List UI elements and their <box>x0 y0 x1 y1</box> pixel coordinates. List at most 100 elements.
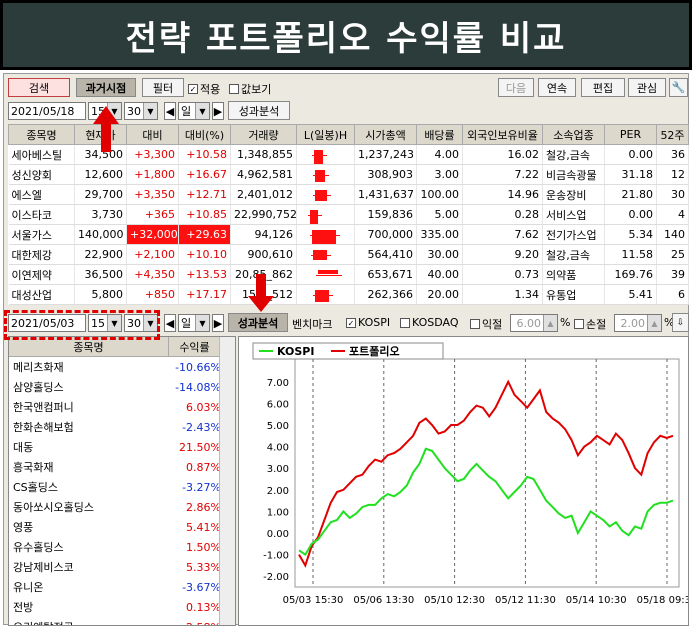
cell-price: 36,500 <box>74 264 127 285</box>
candle-cell <box>296 164 355 185</box>
list-item-return: 6.03% <box>186 400 221 414</box>
list-item[interactable]: 강남제비스코 5.33% <box>9 557 235 577</box>
prev-period-button[interactable]: ◀ <box>164 102 176 120</box>
search-button[interactable]: 검색 <box>8 78 70 97</box>
candle-bar <box>300 186 351 204</box>
list-item[interactable]: 한화손해보험 -2.43% <box>9 417 235 437</box>
kospi-checkbox[interactable]: ✓ KOSPI <box>346 316 390 329</box>
column-header[interactable]: 종목명 <box>8 124 75 145</box>
cell-ind: 서비스업 <box>542 204 605 225</box>
candle-bar <box>300 146 351 164</box>
table-row[interactable]: 대한제강 22,900 +2,100 +10.10 900,610 564,410 30.0… <box>8 244 689 265</box>
interest-button[interactable]: 관심 <box>628 78 666 97</box>
options-icon[interactable]: ⇩ <box>672 313 689 332</box>
cell-per: 31.18 <box>604 164 657 185</box>
y-tick-label: 4.00 <box>267 443 289 454</box>
upper-minute-select[interactable]: 30 ▼ <box>124 102 158 120</box>
x-tick-label: 05/06 13:30 <box>353 595 414 606</box>
table-row[interactable]: 서울가스 140,000 +32,000 +29.63 94,126 700,000 335… <box>8 224 689 245</box>
stop-loss-checkbox[interactable]: 손절 <box>574 316 606 332</box>
cell-cap: 653,671 <box>354 264 417 285</box>
cell-pct: +29.63 <box>178 224 231 245</box>
lower-hour-select[interactable]: 15 ▼ <box>88 314 122 332</box>
stop-loss-input[interactable]: 2.00 ▲ <box>614 314 662 332</box>
continuous-button[interactable]: 연속 <box>538 78 576 97</box>
lower-analyze-button[interactable]: 성과분석 <box>228 313 288 332</box>
percent-label-1: % <box>560 316 571 329</box>
performance-chart: 7.00 6.00 5.00 4.00 3.00 2.00 1.00 0.00 -1.00 -2.… <box>238 336 692 626</box>
lower-hour-value: 15 <box>91 316 105 330</box>
column-header[interactable]: PER <box>604 124 657 145</box>
kosdaq-checkbox[interactable]: KOSDAQ <box>400 316 459 329</box>
list-item[interactable]: 영풍 5.41% <box>9 517 235 537</box>
column-header[interactable]: 대비(%) <box>178 124 231 145</box>
upper-period-select[interactable]: 일 ▼ <box>178 102 210 120</box>
series-line-portfolio <box>298 379 674 568</box>
kosdaq-label: KOSDAQ <box>412 316 459 329</box>
cell-div: 100.00 <box>416 184 463 205</box>
lower-next-button[interactable]: ▶ <box>212 314 224 332</box>
lower-date-field[interactable]: 2021/05/03 <box>8 314 86 332</box>
upper-analyze-button[interactable]: 성과분석 <box>228 101 290 120</box>
list-item[interactable]: 동아쏘시오홀딩스 2.86% <box>9 497 235 517</box>
apply-checkbox[interactable]: ✓ 적용 <box>188 81 220 97</box>
x-tick-label: 05/10 12:30 <box>424 595 485 606</box>
list-item[interactable]: 유수홀딩스 1.50% <box>9 537 235 557</box>
cell-ind: 의약품 <box>542 264 605 285</box>
settings-button[interactable]: 🔧 <box>669 78 688 97</box>
list-scrollbar[interactable] <box>219 337 235 625</box>
table-row[interactable]: 이스타코 3,730 +365 +10.85 22,990,752 159,836 5.00… <box>8 204 689 225</box>
y-tick-label: 6.00 <box>267 399 289 410</box>
cell-w52: 36 <box>656 144 689 165</box>
table-row[interactable]: 대성산업 5,800 +850 +17.17 15,8_512 262,366 20.00 1… <box>8 284 689 305</box>
cell-per: 5.41 <box>604 284 657 305</box>
list-item-return: 0.13% <box>186 600 221 614</box>
cell-w52: 39 <box>656 264 689 285</box>
list-item[interactable]: 삼양홀딩스 -14.08% <box>9 377 235 397</box>
candle-bar <box>300 246 351 264</box>
edit-button[interactable]: 편집 <box>581 78 625 97</box>
cell-per: 11.58 <box>604 244 657 265</box>
y-tick-label: 0.00 <box>267 529 289 540</box>
past-time-button[interactable]: 과거시점 <box>76 78 136 97</box>
cell-w52: 30 <box>656 184 689 205</box>
list-item[interactable]: 대동 21.50% <box>9 437 235 457</box>
cell-ind: 비금속광물 <box>542 164 605 185</box>
checkbox-icon <box>574 319 584 329</box>
table-row[interactable]: 에스엘 29,700 +3,350 +12.71 2,401,012 1,431,637 1… <box>8 184 689 205</box>
column-header[interactable]: 거래량 <box>230 124 297 145</box>
lower-period-select[interactable]: 일 ▼ <box>178 314 210 332</box>
list-item-return: 0.87% <box>186 460 221 474</box>
column-header[interactable]: 외국인보유비율 <box>462 124 543 145</box>
column-header[interactable]: 대비 <box>126 124 179 145</box>
upper-date-field[interactable]: 2021/05/18 <box>8 102 86 120</box>
cell-ind: 운송장비 <box>542 184 605 205</box>
column-header[interactable]: 52주 <box>656 124 689 145</box>
column-header[interactable]: 배당률 <box>416 124 463 145</box>
take-profit-checkbox[interactable]: 익절 <box>470 316 502 332</box>
list-item[interactable]: 메리츠화재 -10.66% <box>9 357 235 377</box>
next-period-button[interactable]: ▶ <box>212 102 224 120</box>
list-item[interactable]: 오리엔탈정공2.58% <box>9 617 235 626</box>
list-item[interactable]: 한국앤컴퍼니 6.03% <box>9 397 235 417</box>
value-view-checkbox[interactable]: 값보기 <box>229 81 271 97</box>
table-row[interactable]: 성신양회 12,600 +1,800 +16.67 4,962,581 308,903 3.… <box>8 164 689 185</box>
lower-prev-button[interactable]: ◀ <box>164 314 176 332</box>
table-row[interactable]: 이연제약36,500+4,350+13.5320,85_862653,67140… <box>8 264 689 285</box>
list-item[interactable]: 전방 0.13% <box>9 597 235 617</box>
list-item[interactable]: 유니온 -3.67% <box>9 577 235 597</box>
table-row[interactable]: 세아베스틸 34,500 +3,300 +10.58 1,348,855 1,237,24… <box>8 144 689 165</box>
column-header[interactable]: 시가총액 <box>354 124 417 145</box>
cell-chg: +1,800 <box>126 164 179 185</box>
list-item[interactable]: CS홀딩스 -3.27% <box>9 477 235 497</box>
take-profit-input[interactable]: 6.00 ▲ <box>510 314 558 332</box>
filter-button[interactable]: 필터 <box>142 78 184 97</box>
list-item[interactable]: 흥국화재 0.87% <box>9 457 235 477</box>
cell-w52: 12 <box>656 164 689 185</box>
cell-name: 대성산업 <box>8 284 75 305</box>
column-header[interactable]: 소속업종 <box>542 124 605 145</box>
next-button[interactable]: 다음 <box>498 78 534 97</box>
cell-frn: 9.20 <box>462 244 543 265</box>
column-header[interactable]: L(일봉)H <box>296 124 355 145</box>
date-highlight-box <box>4 310 160 340</box>
